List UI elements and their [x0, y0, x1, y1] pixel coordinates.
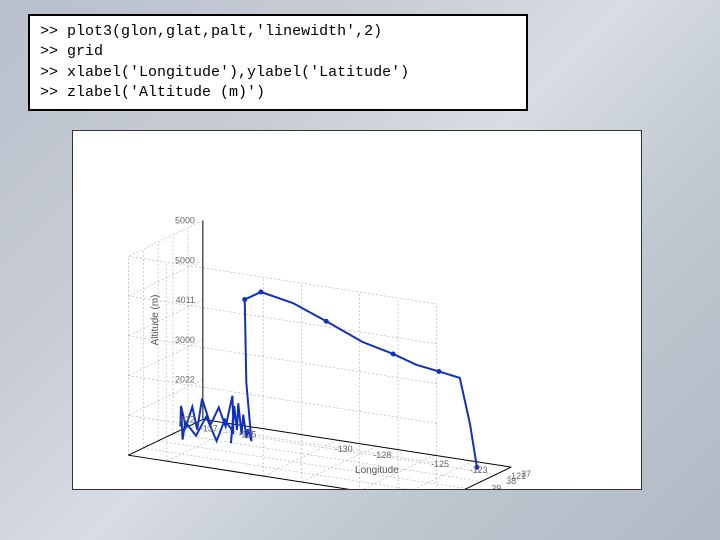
trajectory-markers [242, 290, 479, 470]
trajectory-line [180, 292, 477, 467]
svg-text:-130: -130 [335, 444, 353, 454]
svg-text:38: 38 [506, 476, 516, 486]
svg-text:2022: 2022 [175, 375, 195, 385]
axis-ticks: -137-135-130-128-125-123-121373839404142… [175, 215, 531, 489]
svg-text:37: 37 [521, 469, 531, 479]
svg-text:-123: -123 [470, 465, 488, 475]
plot3d-svg: -137-135-130-128-125-123-121373839404142… [73, 131, 641, 489]
svg-text:-135: -135 [238, 429, 256, 439]
code-cmd: xlabel('Longitude'),ylabel('Latitude') [67, 64, 409, 81]
plot3d-figure: -137-135-130-128-125-123-121373839404142… [72, 130, 642, 490]
svg-text:022: 022 [180, 414, 195, 424]
code-line: >> zlabel('Altitude (m)') [40, 83, 516, 103]
svg-text:-137: -137 [200, 423, 218, 433]
code-cmd: plot3(glon,glat,palt,'linewidth',2) [67, 23, 382, 40]
matlab-code-box: >> plot3(glon,glat,palt,'linewidth',2) >… [28, 14, 528, 111]
axis-labels: LongitudeLatitudeAltitude (m) [150, 295, 527, 489]
svg-text:3000: 3000 [175, 335, 195, 345]
code-cmd: zlabel('Altitude (m)') [67, 84, 265, 101]
svg-text:39: 39 [491, 483, 501, 489]
svg-text:-128: -128 [373, 450, 391, 460]
svg-text:Altitude (m): Altitude (m) [150, 295, 161, 346]
prompt: >> [40, 23, 58, 40]
prompt: >> [40, 64, 58, 81]
svg-text:5000: 5000 [175, 255, 195, 265]
svg-text:5000: 5000 [175, 215, 195, 225]
svg-text:Longitude: Longitude [355, 465, 399, 476]
code-cmd: grid [67, 43, 103, 60]
code-line: >> xlabel('Longitude'),ylabel('Latitude'… [40, 63, 516, 83]
code-line: >> grid [40, 42, 516, 62]
prompt: >> [40, 43, 58, 60]
svg-text:4011: 4011 [176, 295, 195, 305]
prompt: >> [40, 84, 58, 101]
svg-text:-125: -125 [431, 459, 449, 469]
code-line: >> plot3(glon,glat,palt,'linewidth',2) [40, 22, 516, 42]
